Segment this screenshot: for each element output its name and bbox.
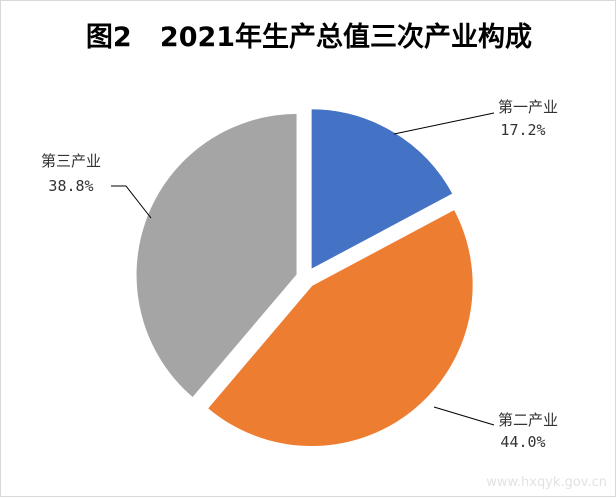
- watermark: www.hxqyk.gov.cn: [486, 475, 607, 490]
- slice-label-secondary: 第二产业: [498, 411, 558, 429]
- slice-value-secondary: 44.0%: [500, 433, 545, 451]
- slice-tertiary: [134, 111, 299, 400]
- leader-line-secondary: [433, 406, 495, 426]
- slice-label-primary: 第一产业: [498, 98, 558, 116]
- slice-label-tertiary: 第三产业: [41, 152, 101, 170]
- slice-value-primary: 17.2%: [500, 121, 545, 139]
- slice-primary: [309, 107, 455, 272]
- slice-value-tertiary: 38.8%: [48, 177, 93, 195]
- leader-line-tertiary: [111, 185, 152, 219]
- pie-slices: [134, 107, 475, 449]
- leader-line-primary: [393, 112, 495, 135]
- leader-lines: [111, 112, 495, 426]
- chart-title: 图2 2021年生产总值三次产业构成: [85, 22, 533, 53]
- slice-secondary: [205, 207, 475, 449]
